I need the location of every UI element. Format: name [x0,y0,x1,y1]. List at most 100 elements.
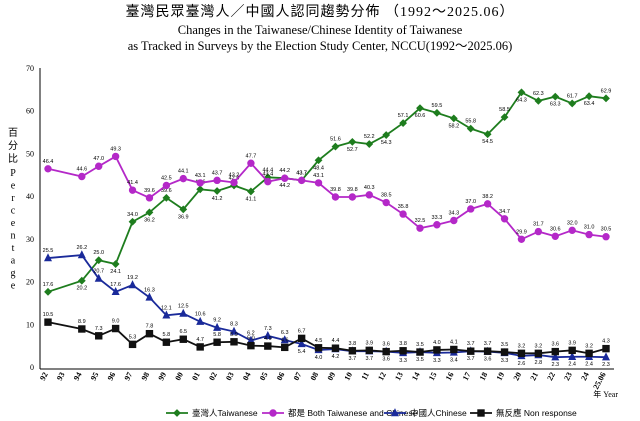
data-point-both [483,200,492,208]
x-tick-label: 11 [360,371,371,382]
data-label-both: 43.2 [229,172,240,178]
x-tick-label: 10 [342,371,354,382]
data-point-chinese [162,310,171,319]
data-label-chinese: 3.6 [484,357,492,363]
x-tick-label: 05 [258,371,270,382]
data-point-non-response [568,346,576,355]
data-point-chinese [128,280,137,289]
data-label-both: 38.2 [482,194,493,200]
data-label-non-response: 6.5 [179,329,187,335]
y-tick-label: 20 [26,278,34,287]
data-label-non-response: 3.2 [585,343,593,349]
data-point-non-response [433,346,441,354]
data-label-chinese: 3.6 [382,357,390,363]
data-label-chinese: 3.7 [365,356,373,362]
y-axis-label-en-char: e [11,181,16,192]
x-tick-label: 00 [173,371,185,382]
data-label-chinese: 26.2 [76,245,87,251]
data-point-both [314,179,323,187]
data-label-non-response: 8.9 [78,319,86,325]
data-point-taiwanese [534,96,543,105]
data-label-both: 43.7 [212,170,223,176]
data-label-taiwanese: 24.1 [110,269,121,275]
data-label-chinese: 2.4 [568,362,576,368]
data-label-both: 30.5 [601,227,612,233]
data-label-taiwanese: 51.6 [330,137,341,143]
x-tick-label: 19 [495,371,507,382]
data-label-taiwanese: 41.1 [246,196,257,202]
data-point-non-response [467,347,475,355]
data-label-chinese: 3.7 [349,356,357,362]
data-point-taiwanese [111,260,120,268]
data-point-both [247,159,255,167]
data-point-non-response [348,347,357,355]
data-point-non-response [585,349,593,358]
data-point-both [213,176,221,185]
data-point-both [331,193,340,201]
legend-marker-taiwanese [173,409,181,417]
data-point-non-response [213,338,221,346]
data-label-taiwanese: 59.5 [432,103,443,109]
data-label-non-response: 4.4 [332,338,340,344]
data-label-chinese: 5.4 [298,349,306,355]
data-point-both [500,215,509,223]
data-label-both: 34.7 [499,209,510,215]
data-label-non-response: 5.0 [247,336,255,342]
x-tick-label: 09 [326,371,338,382]
data-label-non-response: 4.5 [315,338,323,344]
legend-marker-non-response [477,409,485,417]
x-tick-label: 93 [55,371,67,382]
data-point-non-response [500,348,509,356]
x-tick-label: 08 [309,371,321,382]
data-point-both [433,221,441,229]
data-label-taiwanese: 41.2 [212,196,223,202]
data-point-non-response [128,340,137,349]
data-point-both [450,216,458,225]
series-line-both [47,155,607,241]
x-tick-label: 95 [89,371,101,382]
data-point-both [416,224,424,232]
x-tick-label: 07 [292,371,304,382]
data-point-non-response [399,347,407,355]
data-point-both [399,210,407,218]
data-point-non-response [281,343,289,352]
data-label-non-response: 9.0 [112,319,120,325]
data-label-chinese: 3.3 [433,358,441,364]
data-point-both [551,232,559,240]
data-label-taiwanese: 36.9 [178,214,189,220]
data-point-both [568,226,576,235]
data-point-non-response [602,344,610,353]
data-label-chinese: 2.8 [535,360,543,366]
data-point-chinese [179,308,188,317]
data-label-non-response: 4.3 [602,339,610,345]
x-tick-label: 98 [140,371,152,382]
data-point-chinese [111,287,120,296]
data-label-taiwanese: 43.7 [296,170,307,176]
data-label-both: 40.3 [364,185,375,191]
data-label-non-response: 3.5 [416,342,424,348]
data-label-taiwanese: 57.1 [398,113,409,119]
data-point-chinese [213,322,222,331]
data-label-taiwanese: 52.7 [347,147,358,153]
data-label-chinese: 7.3 [264,326,272,332]
data-point-both [128,186,137,194]
data-label-both: 33.3 [432,215,443,221]
data-point-chinese [280,335,289,344]
x-tick-label: 25.06 [591,371,607,391]
legend-label-both: 都是 Both Taiwanese and Chinese [288,408,418,418]
data-point-taiwanese [314,156,323,165]
data-label-taiwanese: 58.5 [499,107,510,113]
data-label-taiwanese: 42.5 [229,175,240,181]
y-tick-label: 60 [26,107,34,116]
x-axis-label: 年 Year [593,389,618,399]
data-point-chinese [601,352,611,361]
data-label-non-response: 4.1 [450,339,458,345]
data-point-taiwanese [145,208,154,217]
data-point-taiwanese [433,108,441,117]
data-label-chinese: 9.2 [213,318,221,324]
data-point-non-response [179,335,187,343]
data-label-chinese: 12.1 [161,305,172,311]
data-label-taiwanese: 48.4 [313,165,324,171]
data-point-both [602,233,610,241]
data-label-both: 43.1 [195,173,206,179]
